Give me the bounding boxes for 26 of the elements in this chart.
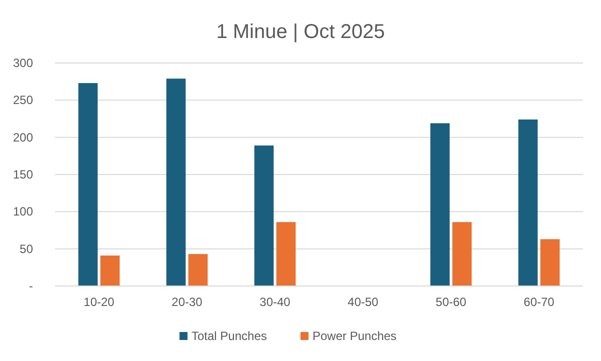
x-tick-label: 60-70 xyxy=(524,295,555,309)
bar xyxy=(254,146,274,286)
bar xyxy=(518,119,538,286)
y-tick-label: 300 xyxy=(12,56,34,70)
y-tick-label: 200 xyxy=(12,130,34,144)
bar xyxy=(100,256,120,286)
bar xyxy=(166,78,186,286)
bar xyxy=(188,254,208,286)
y-tick-label: 50 xyxy=(20,242,34,256)
chart-title: 1 Minue | Oct 2025 xyxy=(216,21,385,43)
bar xyxy=(540,239,560,286)
legend-label: Power Punches xyxy=(312,329,397,343)
x-tick-label: 40-50 xyxy=(348,295,379,309)
x-tick-label: 10-20 xyxy=(84,295,115,309)
bar xyxy=(452,222,472,286)
y-tick-label: - xyxy=(29,279,33,293)
x-tick-label: 20-30 xyxy=(172,295,203,309)
bar xyxy=(430,123,450,286)
bar xyxy=(276,222,296,286)
y-tick-label: 150 xyxy=(12,168,34,182)
legend-label: Total Punches xyxy=(192,329,267,343)
y-tick-label: 250 xyxy=(12,93,34,108)
x-tick-label: 30-40 xyxy=(260,295,291,309)
y-tick-label: 100 xyxy=(12,204,34,219)
bar xyxy=(78,83,98,286)
x-tick-label: 50-60 xyxy=(436,295,467,309)
